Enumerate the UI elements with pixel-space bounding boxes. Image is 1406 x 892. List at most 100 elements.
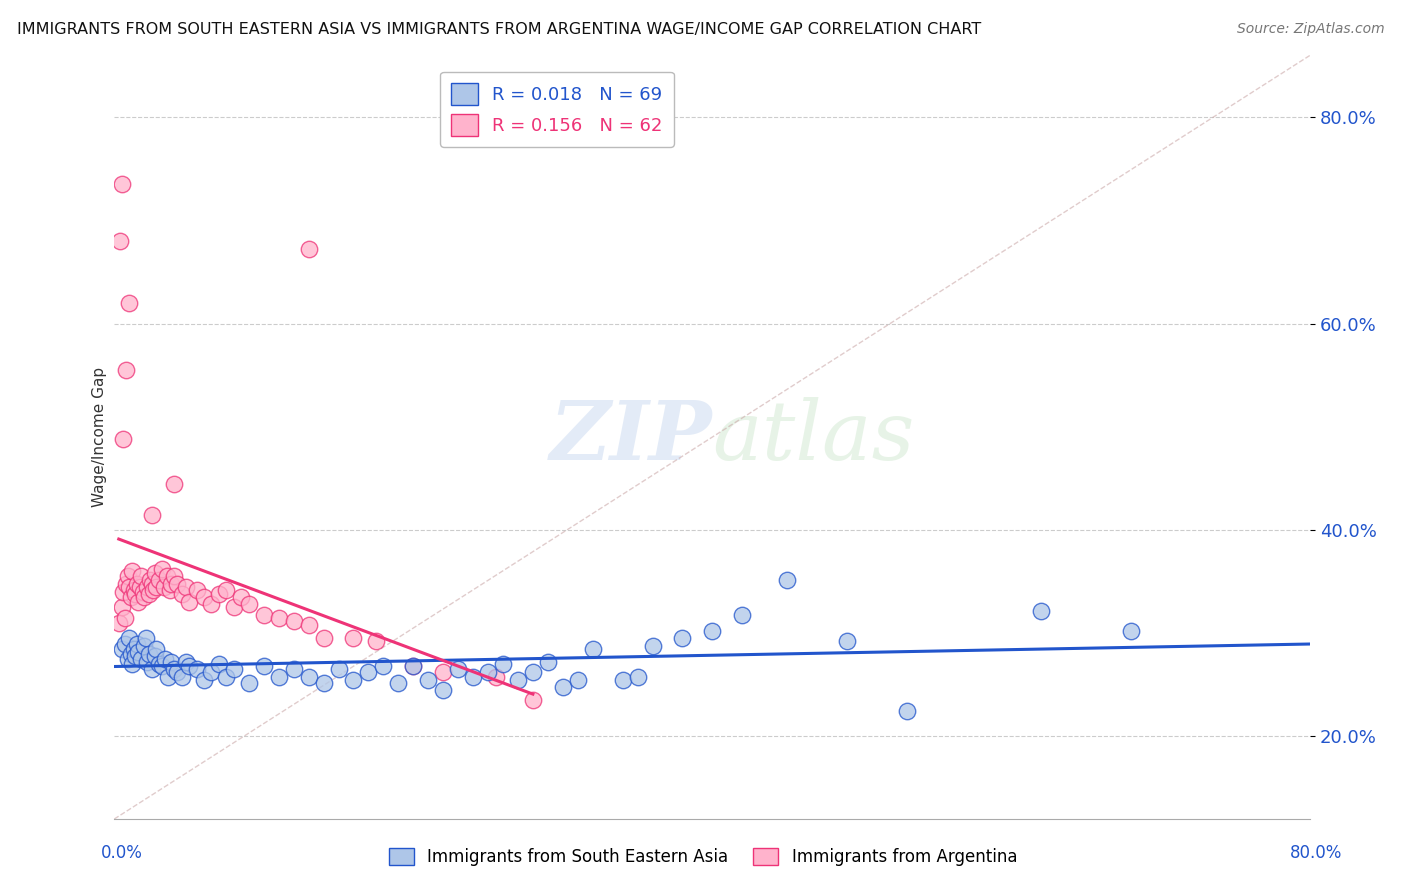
Point (112, 585, 135, 599)
Point (477, 665, 499, 680)
Point (522, 693, 544, 707)
Text: 0.0%: 0.0% (101, 844, 143, 862)
Point (537, 655, 560, 669)
Point (238, 597, 260, 611)
Point (136, 655, 159, 669)
Point (111, 600, 134, 615)
Point (373, 659, 395, 673)
Point (186, 662, 208, 676)
Point (110, 234, 132, 248)
Point (166, 576, 188, 591)
Point (124, 587, 146, 601)
Point (114, 636, 136, 650)
Point (136, 580, 159, 594)
Point (492, 657, 515, 672)
Point (776, 573, 799, 587)
Point (641, 639, 664, 653)
Point (702, 624, 724, 639)
Point (177, 659, 200, 673)
Point (117, 569, 139, 583)
Point (731, 607, 754, 622)
Point (208, 657, 231, 672)
Point (111, 177, 134, 191)
Point (155, 569, 177, 583)
Point (141, 508, 163, 522)
Point (125, 576, 148, 591)
Text: ZIP: ZIP (550, 397, 713, 477)
Point (253, 607, 276, 622)
Point (128, 580, 150, 594)
Point (112, 432, 135, 446)
Point (145, 641, 167, 656)
Point (298, 618, 321, 632)
Point (186, 582, 208, 597)
Point (122, 641, 145, 656)
Point (231, 590, 253, 604)
Point (118, 296, 141, 310)
Point (138, 587, 160, 601)
Point (157, 669, 180, 683)
Point (118, 632, 141, 646)
Point (312, 632, 335, 646)
Text: IMMIGRANTS FROM SOUTH EASTERN ASIA VS IMMIGRANTS FROM ARGENTINA WAGE/INCOME GAP : IMMIGRANTS FROM SOUTH EASTERN ASIA VS IM… (17, 22, 981, 37)
Point (115, 363, 138, 377)
Point (129, 652, 152, 666)
Point (118, 580, 141, 594)
Point (835, 634, 858, 648)
Point (117, 652, 139, 666)
Point (177, 595, 200, 609)
Point (567, 673, 589, 687)
Point (114, 611, 136, 625)
Point (267, 669, 290, 683)
Point (141, 662, 163, 676)
Point (896, 704, 918, 718)
Point (522, 665, 544, 680)
Point (253, 659, 276, 673)
Point (141, 576, 163, 591)
Point (111, 641, 134, 656)
Point (432, 665, 454, 680)
Point (142, 582, 165, 597)
Point (551, 680, 574, 694)
Point (626, 669, 648, 683)
Point (342, 673, 364, 687)
Point (418, 673, 440, 687)
Point (174, 580, 197, 594)
Point (148, 573, 170, 587)
Point (120, 590, 142, 604)
Point (200, 665, 222, 680)
Point (170, 587, 193, 601)
Point (163, 569, 186, 583)
Point (1031, 603, 1053, 617)
Point (143, 648, 166, 663)
Point (120, 647, 142, 661)
Point (139, 573, 162, 587)
Point (461, 669, 484, 683)
Point (121, 657, 143, 672)
Point (150, 659, 173, 673)
Point (283, 662, 305, 676)
Point (364, 634, 387, 648)
Point (238, 675, 260, 690)
Point (134, 590, 156, 604)
Point (298, 242, 321, 256)
Point (125, 636, 148, 650)
Point (208, 587, 231, 601)
Point (222, 600, 245, 615)
Point (402, 659, 425, 673)
Point (671, 632, 693, 646)
Point (127, 595, 149, 609)
Point (342, 632, 364, 646)
Point (145, 580, 167, 594)
Point (215, 582, 238, 597)
Point (484, 669, 506, 683)
Text: Source: ZipAtlas.com: Source: ZipAtlas.com (1237, 22, 1385, 37)
Point (200, 597, 222, 611)
Point (138, 647, 160, 661)
Point (129, 569, 152, 583)
Point (215, 669, 238, 683)
Point (193, 590, 215, 604)
Point (447, 662, 470, 676)
Legend: R = 0.018   N = 69, R = 0.156   N = 62: R = 0.018 N = 69, R = 0.156 N = 62 (440, 72, 673, 146)
Legend: Immigrants from South Eastern Asia, Immigrants from Argentina: Immigrants from South Eastern Asia, Immi… (382, 841, 1024, 873)
